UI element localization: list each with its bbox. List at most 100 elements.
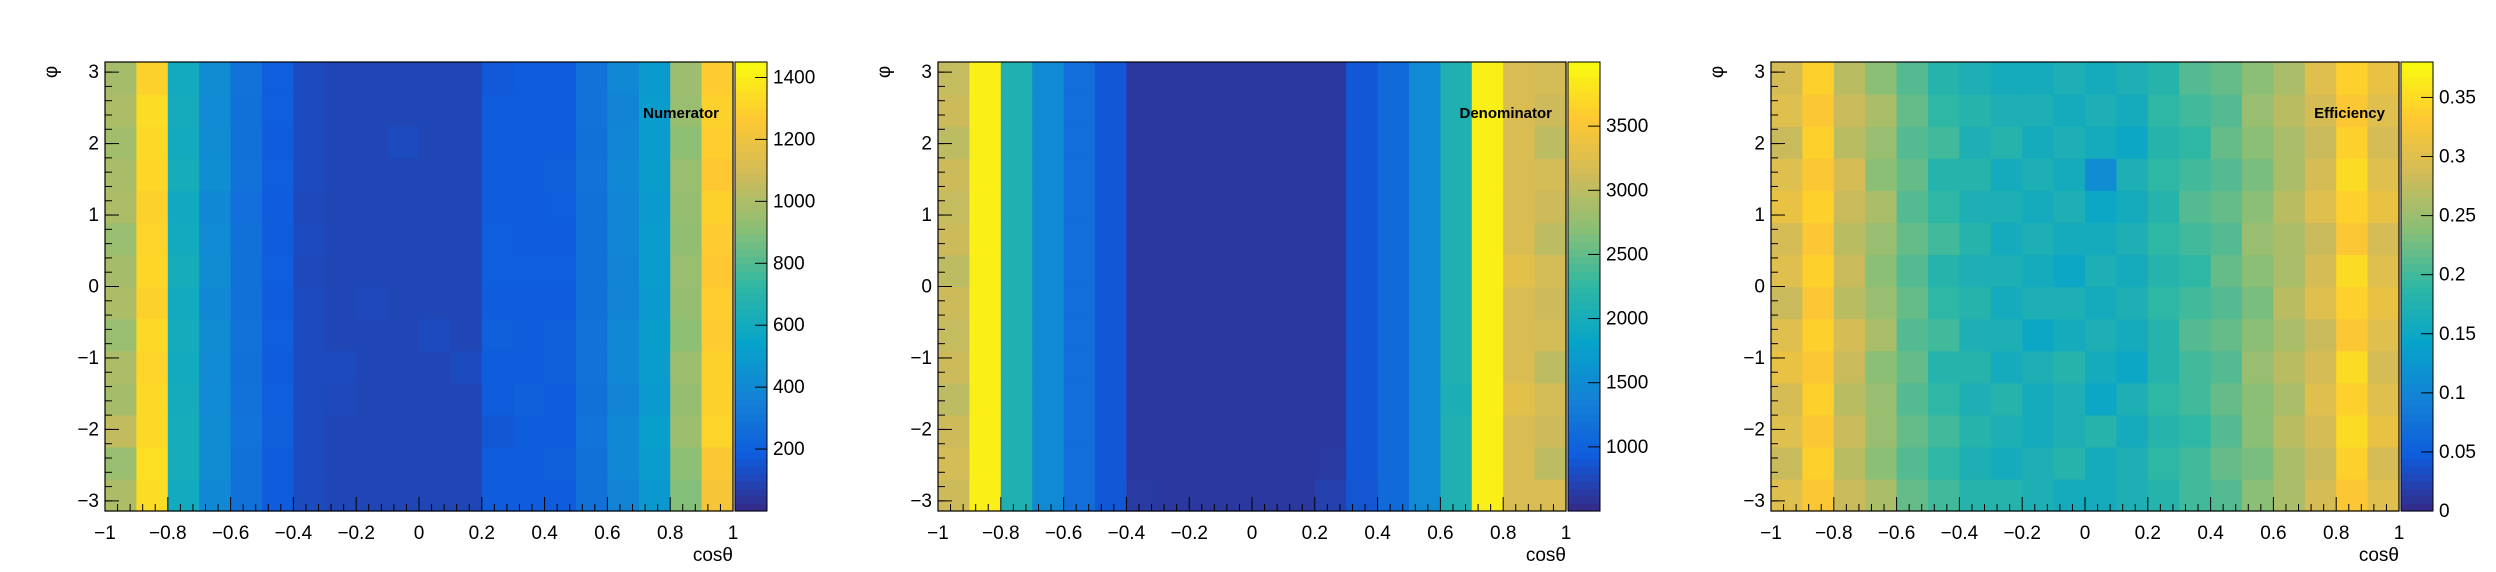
palette-segment: [1568, 338, 1600, 347]
heatmap-cell: [1959, 254, 1992, 288]
heatmap-cell: [481, 190, 514, 223]
x-tick-label: −0.6: [1045, 523, 1083, 544]
heatmap-cell: [2022, 414, 2055, 448]
heatmap-cell: [167, 350, 200, 384]
heatmap-cell: [1000, 350, 1033, 384]
palette-segment: [735, 271, 767, 280]
palette-segment: [2401, 76, 2433, 86]
heatmap-cell: [2053, 126, 2086, 159]
palette-segment: [735, 181, 767, 190]
histogram-title: Efficiency: [2314, 105, 2386, 122]
y-tick-label: 1: [921, 205, 932, 226]
palette-segment: [735, 331, 767, 340]
heatmap-cell: [1095, 158, 1127, 191]
heatmap-cell: [356, 382, 389, 416]
heatmap-cell: [199, 94, 232, 127]
heatmap-cell: [1283, 414, 1316, 448]
palette-tick-label: 1000: [1606, 437, 1648, 458]
heatmap-cell: [670, 318, 703, 352]
heatmap-cell: [607, 94, 640, 127]
x-tick-label: 0.4: [531, 523, 558, 544]
palette-tick-label: 3500: [1606, 116, 1648, 137]
heatmap-cell: [969, 94, 1002, 127]
heatmap-cell: [1252, 414, 1284, 448]
heatmap-cell: [1865, 222, 1898, 256]
heatmap-cell: [1503, 286, 1536, 320]
heatmap-cells: [1771, 62, 2400, 512]
heatmap-cell: [262, 254, 294, 288]
heatmap-cell: [1409, 254, 1441, 288]
heatmap-cell: [2242, 414, 2274, 448]
heatmap-cell: [670, 414, 703, 448]
x-tick-label: 0: [414, 523, 425, 544]
heatmap-cell: [2210, 414, 2243, 448]
heatmap-cell: [1503, 190, 1536, 223]
heatmap-cell: [1126, 94, 1159, 127]
heatmap-cell: [2022, 190, 2055, 223]
heatmap-cell: [1896, 414, 1929, 448]
histogram-title: Numerator: [643, 105, 719, 122]
palette-tick-label: 1500: [1606, 373, 1648, 394]
heatmap-cell: [2242, 446, 2274, 480]
heatmap-cell: [1771, 286, 1803, 320]
heatmap-cell: [1157, 446, 1190, 480]
heatmap-cell: [2022, 254, 2055, 288]
palette-segment: [735, 121, 767, 130]
heatmap-cell: [701, 126, 734, 159]
heatmap-cell: [262, 446, 294, 480]
heatmap-cell: [199, 62, 232, 95]
heatmap-cell: [2304, 190, 2337, 223]
heatmap-cell: [1440, 350, 1473, 384]
heatmap-cell: [1409, 190, 1441, 223]
heatmap-cell: [2053, 382, 2086, 416]
heatmap-cell: [1157, 382, 1190, 416]
palette-tick-label: 1000: [773, 191, 815, 212]
heatmap-cell: [1440, 254, 1473, 288]
palette-segment: [2401, 346, 2433, 355]
heatmap-cell: [2179, 62, 2212, 95]
heatmap-cell: [1126, 286, 1159, 320]
heatmap-cell: [607, 446, 640, 480]
heatmap-cell: [2147, 350, 2180, 384]
heatmap-cell: [2367, 126, 2400, 159]
palette-segment: [1568, 398, 1600, 407]
heatmap-cell: [969, 126, 1002, 159]
heatmap-cell: [544, 158, 577, 191]
heatmap-cell: [1409, 350, 1441, 384]
heatmap-cell: [938, 94, 970, 127]
heatmap-cell: [701, 414, 734, 448]
heatmap-cell: [2053, 286, 2086, 320]
heatmap-cell: [2242, 158, 2274, 191]
palette-segment: [735, 91, 767, 101]
palette-segment: [2401, 436, 2433, 445]
heatmap-cell: [2022, 94, 2055, 127]
heatmap-cell: [1833, 158, 1866, 191]
palette-segment: [735, 99, 767, 108]
palette-segment: [735, 76, 767, 86]
heatmap-cell: [1990, 478, 2023, 512]
heatmap-cell: [1896, 158, 1929, 191]
heatmap-cell: [419, 158, 451, 191]
heatmap-cell: [2367, 94, 2400, 127]
heatmap-cell: [969, 350, 1002, 384]
palette-frame: [734, 61, 768, 512]
heatmap-cell: [1928, 126, 1960, 159]
heatmap-cell: [2336, 222, 2369, 256]
heatmap-cell: [2273, 126, 2306, 159]
y-tick-label: 0: [921, 277, 932, 298]
heatmap-cell: [2179, 414, 2212, 448]
palette-segment: [2401, 62, 2433, 71]
x-tick-label: 0: [2080, 523, 2091, 544]
palette-segment: [735, 301, 767, 310]
heatmap-cell: [2085, 318, 2117, 352]
palette-segment: [735, 323, 767, 332]
heatmap-cell: [1126, 478, 1159, 512]
heatmap-cell: [1095, 414, 1127, 448]
heatmap-cell: [387, 318, 420, 352]
palette-segment: [2401, 234, 2433, 243]
heatmap-cell: [450, 190, 483, 223]
heatmap-cell: [1126, 190, 1159, 223]
heatmap-cell: [1000, 254, 1033, 288]
heatmap-cell: [2116, 62, 2149, 95]
heatmap-cell: [230, 190, 263, 223]
